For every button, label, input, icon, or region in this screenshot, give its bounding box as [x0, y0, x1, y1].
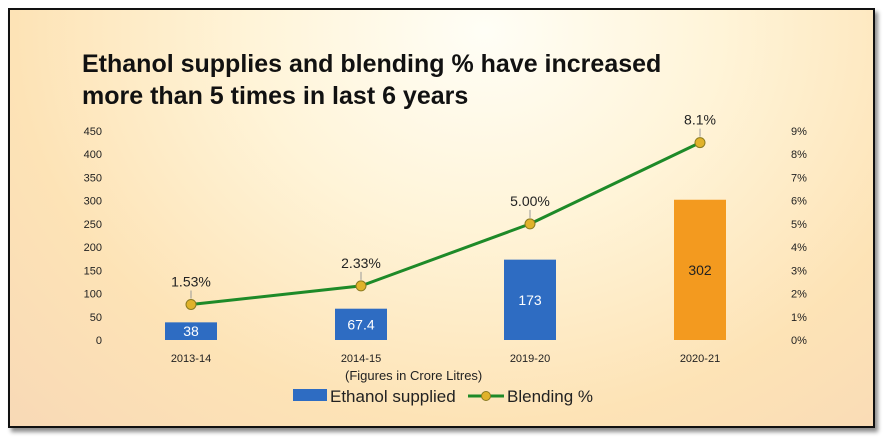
- bar-data-label: 173: [518, 292, 542, 308]
- category-label: 2020-21: [680, 353, 720, 365]
- bar: [165, 322, 217, 340]
- legend-line-marker: [481, 391, 491, 401]
- line-marker: [355, 280, 367, 292]
- left-axis-tick: 150: [84, 265, 102, 277]
- line-data-label: 1.53%: [171, 273, 211, 289]
- left-axis-tick: 400: [84, 149, 102, 161]
- legend-bar-label: Ethanol supplied: [330, 387, 456, 406]
- line-data-label: 2.33%: [341, 255, 381, 271]
- right-axis-tick: 6%: [791, 196, 807, 208]
- right-axis-tick: 8%: [791, 149, 807, 161]
- line-data-label: 8.1%: [684, 112, 716, 128]
- line-marker: [524, 218, 536, 230]
- bar: [674, 199, 726, 340]
- left-axis-tick: 100: [84, 289, 102, 301]
- line-marker: [694, 137, 706, 149]
- category-label: 2014-15: [341, 353, 381, 365]
- bar-data-label: 38: [183, 323, 199, 339]
- right-axis-tick: 2%: [791, 289, 807, 301]
- legend-bar-swatch: [293, 389, 327, 401]
- right-axis-tick: 4%: [791, 242, 807, 254]
- right-axis-tick: 5%: [791, 219, 807, 231]
- left-axis-tick: 300: [84, 196, 102, 208]
- bar-data-label: 67.4: [347, 316, 374, 332]
- category-label: 2019-20: [510, 353, 550, 365]
- bar: [335, 308, 387, 340]
- right-axis-tick: 0%: [791, 335, 807, 347]
- chart-frame: Ethanol supplies and blending % have inc…: [8, 8, 875, 428]
- category-label: 2013-14: [171, 353, 211, 365]
- left-axis-tick: 350: [84, 172, 102, 184]
- units-note: (Figures in Crore Litres): [345, 368, 482, 383]
- right-axis-tick: 9%: [791, 126, 807, 138]
- chart-svg: Ethanol supplies and blending % have inc…: [82, 50, 807, 406]
- chart-title-line-2: more than 5 times in last 6 years: [82, 82, 468, 110]
- chart-title-line-1: Ethanol supplies and blending % have inc…: [82, 50, 661, 78]
- right-axis-tick: 3%: [791, 265, 807, 277]
- blending-line: [190, 141, 701, 306]
- bar: [504, 259, 556, 340]
- right-axis-tick: 7%: [791, 172, 807, 184]
- bar-data-label: 302: [688, 262, 712, 278]
- left-axis-tick: 50: [90, 312, 102, 324]
- left-axis-tick: 450: [84, 126, 102, 138]
- left-axis-tick: 200: [84, 242, 102, 254]
- legend-line-label: Blending %: [507, 387, 593, 406]
- left-axis-tick: 0: [96, 335, 102, 347]
- line-data-label: 5.00%: [510, 193, 550, 209]
- right-axis-tick: 1%: [791, 312, 807, 324]
- line-marker: [185, 298, 197, 310]
- left-axis-tick: 250: [84, 219, 102, 231]
